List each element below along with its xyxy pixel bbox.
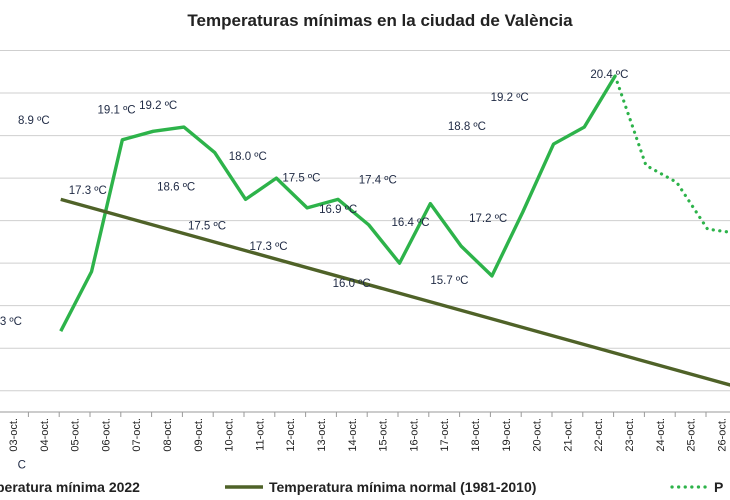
data-label: 17.4 ºC xyxy=(359,175,397,187)
series-line-3 xyxy=(613,74,730,234)
x-tick-label: 04-oct. xyxy=(39,418,51,452)
x-tick-label: 14-oct. xyxy=(347,418,359,452)
x-tick-label: 25-oct. xyxy=(686,418,698,452)
legend: peratura mínima 2022 Temperatura mínima n… xyxy=(0,479,723,495)
chart-title: Temperaturas mínimas en la ciudad de Val… xyxy=(187,11,573,30)
data-label: 18.0 ºC xyxy=(229,151,267,163)
gridlines xyxy=(0,50,730,392)
legend-label-series-2: Temperatura mínima normal (1981-2010) xyxy=(269,479,536,495)
data-label: 17.5 ºC xyxy=(188,220,226,232)
x-tick-label: 13-oct. xyxy=(316,418,328,452)
data-label: 19.1 ºC xyxy=(98,104,136,116)
x-tick-label: 19-oct. xyxy=(501,418,513,452)
legend-label-series-1: peratura mínima 2022 xyxy=(0,479,140,495)
x-tick-label: 10-oct. xyxy=(224,418,236,452)
x-tick-label: 06-oct. xyxy=(100,418,112,452)
data-label: 15.3 ºC xyxy=(0,316,22,328)
data-label: 17.5 ºC xyxy=(282,172,320,184)
series-lines xyxy=(59,74,730,387)
data-label: 17.2 ºC xyxy=(469,213,507,225)
x-tick-label: 11-oct. xyxy=(254,418,266,451)
data-label: 20.4 ºC xyxy=(590,69,628,81)
x-tick-label: 09-oct. xyxy=(193,418,205,452)
series-line-1 xyxy=(59,75,617,332)
data-label: 17.3 ºC xyxy=(69,185,107,197)
series-line-2 xyxy=(60,197,730,387)
data-label: 18.6 ºC xyxy=(157,182,195,194)
x-tick-label: 21-oct. xyxy=(562,418,574,452)
x-tick-label: 05-oct. xyxy=(70,418,82,452)
x-tick-label: 18-oct. xyxy=(470,418,482,452)
data-label: 15.7 ºC xyxy=(430,275,468,287)
data-label: 16.9 ºC xyxy=(319,204,357,216)
x-tick-label: 07-oct. xyxy=(131,418,143,452)
x-tick-label: 12-oct. xyxy=(285,418,297,452)
x-tick-label: 26-oct. xyxy=(716,418,728,452)
x-tick-label: 03-oct. xyxy=(8,418,20,452)
data-label: 16.0 ºC xyxy=(333,278,371,290)
x-tick-label: 08-oct. xyxy=(162,418,174,452)
data-label: 16.4 ºC xyxy=(392,217,430,229)
data-label: 8.9 ºC xyxy=(18,115,50,127)
data-label: 18.8 ºC xyxy=(448,121,486,133)
data-label: 19.2 ºC xyxy=(491,92,529,104)
x-tick-label: 24-oct. xyxy=(655,418,667,452)
x-tick-label: 15-oct. xyxy=(378,418,390,452)
x-tick-label: 23-oct. xyxy=(624,418,636,452)
x-tick-label: 20-oct. xyxy=(532,418,544,452)
data-label: 19.2 ºC xyxy=(139,100,177,112)
legend-label-series-3: P xyxy=(714,479,723,495)
x-tick-label: 17-oct. xyxy=(439,418,451,452)
data-label: 17.3 ºC xyxy=(250,241,288,253)
x-tick-label: 16-oct. xyxy=(408,418,420,452)
x-axis: 03-oct. 04-oct. 05-oct. 06-oct. 07-oct. 08-oc… xyxy=(0,411,730,452)
data-label: C xyxy=(18,460,26,472)
x-tick-label: 22-oct. xyxy=(593,418,605,452)
